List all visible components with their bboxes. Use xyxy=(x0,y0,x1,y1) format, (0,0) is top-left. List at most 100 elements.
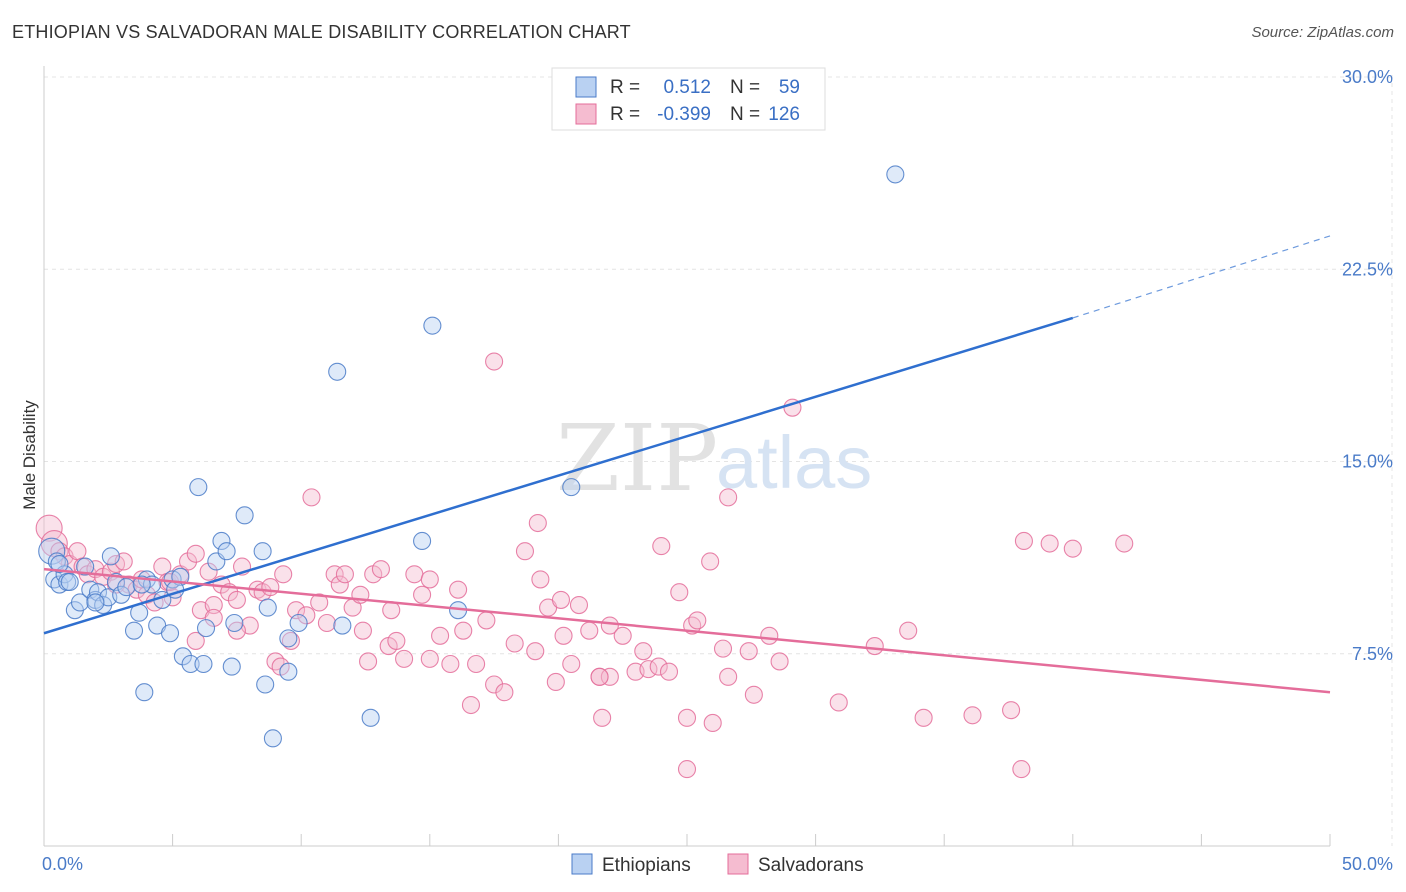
x-tick-labels: 0.0% 50.0% xyxy=(42,854,1393,874)
correlation-legend: R = 0.512 N = 59 R = -0.399 N = 126 xyxy=(551,67,826,131)
salvadorans-point-54 xyxy=(405,565,424,584)
chart-title: ETHIOPIAN VS SALVADORAN MALE DISABILITY … xyxy=(12,22,631,42)
salvadorans-point-65 xyxy=(495,683,514,702)
salvadorans-point-94 xyxy=(829,693,848,712)
salvadorans-point-86 xyxy=(688,611,707,630)
salvadorans-point-64 xyxy=(485,675,504,694)
salvadorans-point-103 xyxy=(485,352,504,371)
ethiopians-point-39 xyxy=(253,542,272,561)
salvadorans-point-98 xyxy=(963,706,982,725)
salvadorans-point-106 xyxy=(600,667,619,686)
salvadorans-point-73 xyxy=(562,654,581,674)
salvadorans-point-0 xyxy=(35,514,63,542)
salvadorans-point-99 xyxy=(1002,701,1021,720)
ethiopians-point-42 xyxy=(279,629,298,648)
salvadorans-point-39 xyxy=(297,606,316,625)
salvadorans-point-101 xyxy=(1040,534,1059,553)
ethiopians-point-32 xyxy=(196,619,216,638)
salvadorans-point-116 xyxy=(186,631,205,650)
series-swatch-salvadorans xyxy=(727,853,749,875)
salvadorans-point-60 xyxy=(454,621,473,640)
salvadorans-point-56 xyxy=(420,570,439,589)
salvadorans-point-79 xyxy=(613,626,632,645)
salvadorans-point-23 xyxy=(186,544,205,563)
ethiopians-point-30 xyxy=(189,478,208,497)
salvadorans-point-61 xyxy=(461,695,481,715)
legend-n-value-ethiopians: 59 xyxy=(779,77,800,98)
salvadorans-point-108 xyxy=(719,488,738,507)
ethiopians-point-7 xyxy=(70,593,90,612)
salvadorans-point-82 xyxy=(649,657,668,676)
salvadorans-point-105 xyxy=(551,590,571,609)
salvadorans-point-47 xyxy=(353,621,372,640)
y-tick-label-0: 7.5% xyxy=(1352,644,1393,664)
series-swatch-ethiopians xyxy=(571,853,593,875)
salvadorans-point-66 xyxy=(505,634,524,653)
salvadorans-point-50 xyxy=(371,560,390,579)
source-note: Source: ZipAtlas.com xyxy=(1251,24,1394,41)
ethiopians-point-17 xyxy=(117,578,136,597)
series-label-ethiopians: Ethiopians xyxy=(602,855,691,876)
ethiopians-point-25 xyxy=(160,624,180,643)
salvadorans-point-88 xyxy=(703,713,722,733)
salvadorans-point-29 xyxy=(227,590,246,609)
legend-n-value-salvadorans: 126 xyxy=(768,104,800,125)
salvadorans-points xyxy=(35,352,1134,779)
salvadorans-trend-line xyxy=(43,567,1331,694)
salvadorans-point-78 xyxy=(600,616,619,635)
legend-r-label-salvadorans: R = xyxy=(610,104,640,125)
salvadorans-point-75 xyxy=(580,621,599,640)
ethiopians-point-49 xyxy=(413,531,432,551)
legend-n-label-salvadorans: N = xyxy=(730,104,760,125)
x-tick-label-0: 0.0% xyxy=(42,854,83,874)
salvadorans-point-63 xyxy=(477,611,496,630)
salvadorans-point-104 xyxy=(528,513,547,533)
ethiopians-point-37 xyxy=(225,613,244,633)
salvadorans-point-91 xyxy=(744,685,763,704)
salvadorans-point-71 xyxy=(546,672,565,691)
salvadorans-point-26 xyxy=(204,595,223,615)
salvadorans-point-35 xyxy=(266,652,285,671)
legend-r-label-ethiopians: R = xyxy=(610,77,640,98)
ethiopians-point-54 xyxy=(86,593,105,612)
ethiopians-point-8 xyxy=(76,557,95,576)
ethiopians-point-40 xyxy=(256,675,275,694)
salvadorans-point-55 xyxy=(413,585,432,604)
ethiopians-point-14 xyxy=(101,547,120,566)
salvadorans-point-25 xyxy=(199,562,218,581)
salvadorans-point-121 xyxy=(739,642,758,661)
ethiopians-point-44 xyxy=(289,613,308,633)
salvadorans-point-43 xyxy=(325,565,344,584)
trend-lines xyxy=(43,235,1331,694)
legend-swatch-ethiopians xyxy=(575,76,597,98)
salvadorans-point-83 xyxy=(659,662,679,681)
salvadorans-point-59 xyxy=(449,580,468,599)
ethiopians-point-55 xyxy=(60,572,79,592)
legend-box xyxy=(551,67,826,131)
salvadorans-point-87 xyxy=(701,552,720,571)
ethiopians-point-35 xyxy=(217,542,236,561)
salvadorans-point-107 xyxy=(652,537,671,556)
salvadorans-point-92 xyxy=(770,652,789,671)
salvadorans-point-69 xyxy=(531,570,550,589)
ethiopians-point-0 xyxy=(38,537,66,565)
series-label-salvadorans: Salvadorans xyxy=(758,855,864,876)
salvadorans-point-118 xyxy=(420,649,439,668)
salvadorans-point-111 xyxy=(1012,760,1031,779)
salvadorans-point-119 xyxy=(590,667,609,686)
ethiopians-point-56 xyxy=(132,575,151,594)
y-tick-label-3: 30.0% xyxy=(1342,67,1393,87)
ethiopians-point-53 xyxy=(886,165,905,184)
salvadorans-point-109 xyxy=(677,708,697,727)
salvadorans-point-114 xyxy=(382,601,401,620)
salvadorans-point-40 xyxy=(302,488,321,507)
ethiopians-point-18 xyxy=(124,621,144,640)
ethiopians-point-52 xyxy=(562,478,581,497)
salvadorans-point-110 xyxy=(677,760,697,779)
salvadorans-point-81 xyxy=(639,660,658,679)
salvadorans-point-90 xyxy=(719,667,738,686)
ethiopians-point-28 xyxy=(173,647,192,666)
watermark-zip: ZIP xyxy=(556,405,718,512)
salvadorans-point-37 xyxy=(281,631,300,650)
